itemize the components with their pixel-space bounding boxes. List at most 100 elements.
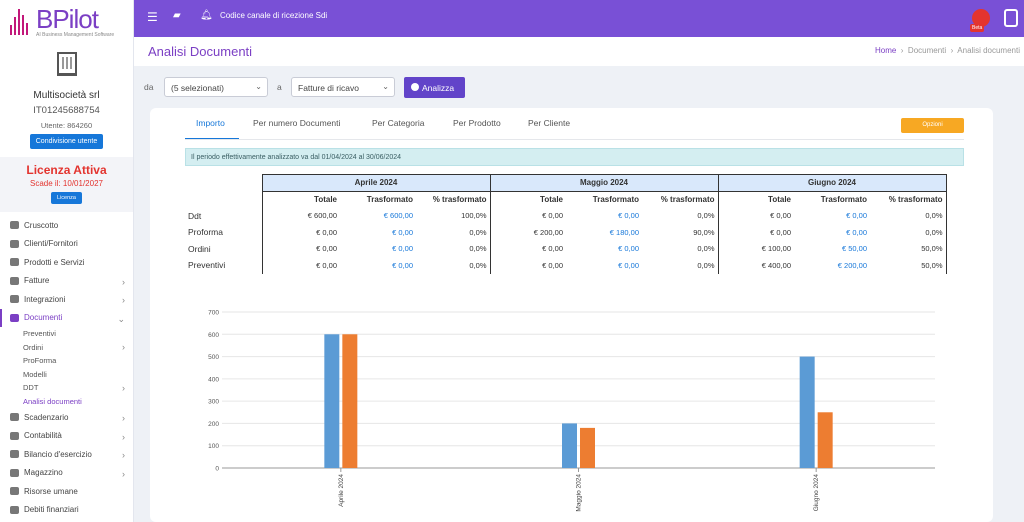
y-tick-label: 500: [208, 354, 219, 361]
chevron-right-icon: ›: [122, 342, 125, 353]
nav-label: DDT: [23, 383, 39, 393]
people-icon: [10, 487, 19, 496]
cell-totale: € 0,00: [489, 240, 566, 257]
cell-trasformato[interactable]: € 180,00: [609, 227, 639, 237]
table-row: Preventivi € 0,00 € 0,00 0,0% € 0,00 € 0,00 0,…: [185, 257, 947, 274]
cell-trasformato[interactable]: € 600,00: [383, 211, 413, 221]
cell-trasformato[interactable]: € 0,00: [392, 227, 413, 237]
cell-trasformato[interactable]: € 0,00: [846, 211, 867, 221]
sidebar-item-contabilit-[interactable]: Contabilità ›: [0, 427, 133, 446]
sidebar-subitem-ordini[interactable]: Ordini ›: [0, 341, 133, 355]
mobile-icon[interactable]: [1004, 9, 1018, 27]
chevron-right-icon: ›: [122, 431, 125, 442]
sidebar-item-risorse-umane[interactable]: Risorse umane: [0, 482, 133, 501]
warehouse-icon: [10, 468, 19, 477]
options-button[interactable]: Opzioni: [901, 118, 964, 133]
col-totale: Totale: [717, 191, 794, 208]
breadcrumb-documenti[interactable]: Documenti: [907, 46, 947, 55]
nav-label: Integrazioni: [24, 294, 66, 304]
sidebar-item-magazzino[interactable]: Magazzino ›: [0, 464, 133, 483]
sidebar-item-fatture[interactable]: Fatture ›: [0, 272, 133, 291]
cell-totale: € 0,00: [261, 257, 340, 274]
sidebar-subitem-preventivi[interactable]: Preventivi: [0, 327, 133, 341]
share-user-button[interactable]: Condivisione utente: [29, 134, 104, 149]
sidebar-item-documenti[interactable]: Documenti ⌄: [0, 308, 133, 327]
chevron-right-icon: ›: [122, 413, 125, 423]
x-tick-label: Giugno 2024: [813, 474, 820, 512]
breadcrumb-home[interactable]: Home: [875, 46, 897, 55]
sidebar-item-scadenzario[interactable]: Scadenzario ›: [0, 408, 133, 427]
cell-percentuale: 0,0%: [469, 227, 487, 237]
sidebar-subitem-analisi-documenti[interactable]: Analisi documenti: [0, 395, 133, 409]
company-name: Multisocietà srl: [33, 90, 100, 101]
nav-label: Bilancio d'esercizio: [24, 449, 92, 459]
topbar-title[interactable]: Codice canale di ricezione Sdi: [220, 11, 328, 20]
menu-icon[interactable]: ☰: [147, 10, 158, 24]
tab-importo[interactable]: Importo: [196, 118, 225, 128]
cell-totale: € 0,00: [261, 240, 340, 257]
debt-icon: [10, 505, 19, 514]
cell-trasformato[interactable]: € 0,00: [392, 260, 413, 270]
sidebar-subitem-proforma[interactable]: ProForma: [0, 354, 133, 368]
user-icon: [10, 239, 19, 248]
from-label: da: [144, 82, 154, 92]
chevron-right-icon: ›: [122, 468, 125, 479]
breadcrumb-separator-icon: ›: [898, 46, 906, 55]
cell-trasformato[interactable]: € 0,00: [846, 227, 867, 237]
page-header: Analisi Documenti Home › Documenti › Ana…: [134, 37, 1024, 66]
breadcrumb-current: Analisi documenti: [957, 46, 1020, 55]
bar: [799, 356, 815, 468]
row-label: Ddt: [188, 210, 202, 221]
x-tick-label: Aprile 2024: [338, 474, 345, 507]
sidebar-item-prodotti-e-servizi[interactable]: Prodotti e Servizi: [0, 253, 133, 272]
analyze-button[interactable]: Analizza: [404, 77, 465, 98]
col-perc-trasformato: % trasformato: [432, 195, 487, 204]
plug-icon: [10, 295, 19, 304]
sidebar-subitem-modelli[interactable]: Modelli: [0, 368, 133, 382]
sidebar-item-integrazioni[interactable]: Integrazioni ›: [0, 290, 133, 309]
cell-trasformato[interactable]: € 0,00: [618, 211, 639, 221]
nav-label: Debiti finanziari: [24, 505, 79, 515]
breadcrumb: Home › Documenti › Analisi documenti: [875, 46, 1020, 55]
license-button[interactable]: Licenza: [51, 192, 82, 204]
sidebar-item-cruscotto[interactable]: Cruscotto: [0, 216, 133, 235]
chevron-down-icon: ⌄: [117, 313, 125, 324]
nav-label: ProForma: [23, 356, 57, 366]
y-tick-label: 100: [208, 443, 219, 450]
nav-label: Contabilità: [24, 431, 62, 441]
tab-per-prodotto[interactable]: Per Prodotto: [453, 118, 501, 128]
company-vat: IT01245688754: [33, 105, 100, 116]
cell-totale: € 200,00: [489, 224, 566, 241]
cell-trasformato[interactable]: € 50,00: [841, 244, 867, 254]
sidebar-item-bilancio-d-esercizio[interactable]: Bilancio d'esercizio ›: [0, 445, 133, 464]
row-label: Ordini: [188, 243, 211, 254]
tab-per-cliente[interactable]: Per Cliente: [528, 118, 571, 128]
active-tab-indicator: [185, 138, 239, 139]
col-trasformato: Trasformato: [820, 195, 867, 204]
period-select[interactable]: (5 selezionati) ⌄: [164, 77, 268, 97]
cell-trasformato[interactable]: € 0,00: [618, 260, 639, 270]
cell-trasformato[interactable]: € 0,00: [618, 244, 639, 254]
document-type-select[interactable]: Fatture di ricavo ⌄: [291, 77, 395, 97]
bell-icon[interactable]: 🔔︎: [200, 10, 213, 21]
chevron-right-icon: ›: [122, 382, 125, 393]
cell-totale: € 0,00: [261, 224, 340, 241]
analyze-button-label: Analizza: [422, 83, 455, 93]
sidebar-item-debiti-finanziari[interactable]: Debiti finanziari: [0, 501, 133, 520]
cell-trasformato[interactable]: € 200,00: [837, 260, 867, 270]
license-panel: Licenza Attiva Scade il: 10/01/2027 Lice…: [0, 157, 133, 212]
license-expiry: Scade il: 10/01/2027: [30, 179, 103, 188]
cell-trasformato[interactable]: € 0,00: [392, 244, 413, 254]
nav-label: Fatture: [24, 276, 50, 286]
cell-percentuale: 50,0%: [870, 257, 947, 274]
tab-per-numero-documenti[interactable]: Per numero Documenti: [253, 118, 341, 128]
beta-avatar-icon[interactable]: [972, 9, 990, 27]
tab-per-categoria[interactable]: Per Categoria: [372, 118, 425, 128]
col-totale: Totale: [261, 191, 340, 208]
chat-icon[interactable]: ▰: [173, 10, 181, 21]
pie-chart-icon: [411, 83, 419, 91]
row-label: Proforma: [188, 227, 223, 238]
sidebar-item-clienti-fornitori[interactable]: Clienti/Fornitori: [0, 235, 133, 254]
logo[interactable]: BPilot AI Business Management Software: [0, 0, 133, 44]
sidebar-subitem-ddt[interactable]: DDT ›: [0, 381, 133, 395]
